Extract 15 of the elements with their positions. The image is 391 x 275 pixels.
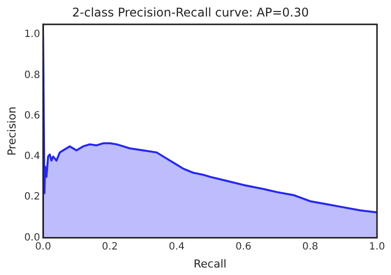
x-tick-label: 1.0 xyxy=(369,241,385,252)
chart-title: 2-class Precision-Recall curve: AP=0.30 xyxy=(72,5,309,20)
x-axis-title: Recall xyxy=(194,257,226,270)
y-tick-label: 1.0 xyxy=(24,29,40,40)
x-tick-label: 0.6 xyxy=(235,241,252,252)
y-tick-label: 0.8 xyxy=(24,70,40,81)
x-tick-label: 0.2 xyxy=(102,241,118,252)
x-tick-label: 0.4 xyxy=(168,241,185,252)
x-tick-label: 0.8 xyxy=(302,241,318,252)
y-tick-label: 0.4 xyxy=(24,151,40,162)
y-tick-label: 0.0 xyxy=(24,232,40,244)
y-axis-title: Precision xyxy=(5,106,18,156)
y-tick-label: 0.2 xyxy=(24,192,40,203)
y-tick-label: 0.6 xyxy=(24,110,40,122)
x-tick-label: 0.0 xyxy=(35,241,52,252)
